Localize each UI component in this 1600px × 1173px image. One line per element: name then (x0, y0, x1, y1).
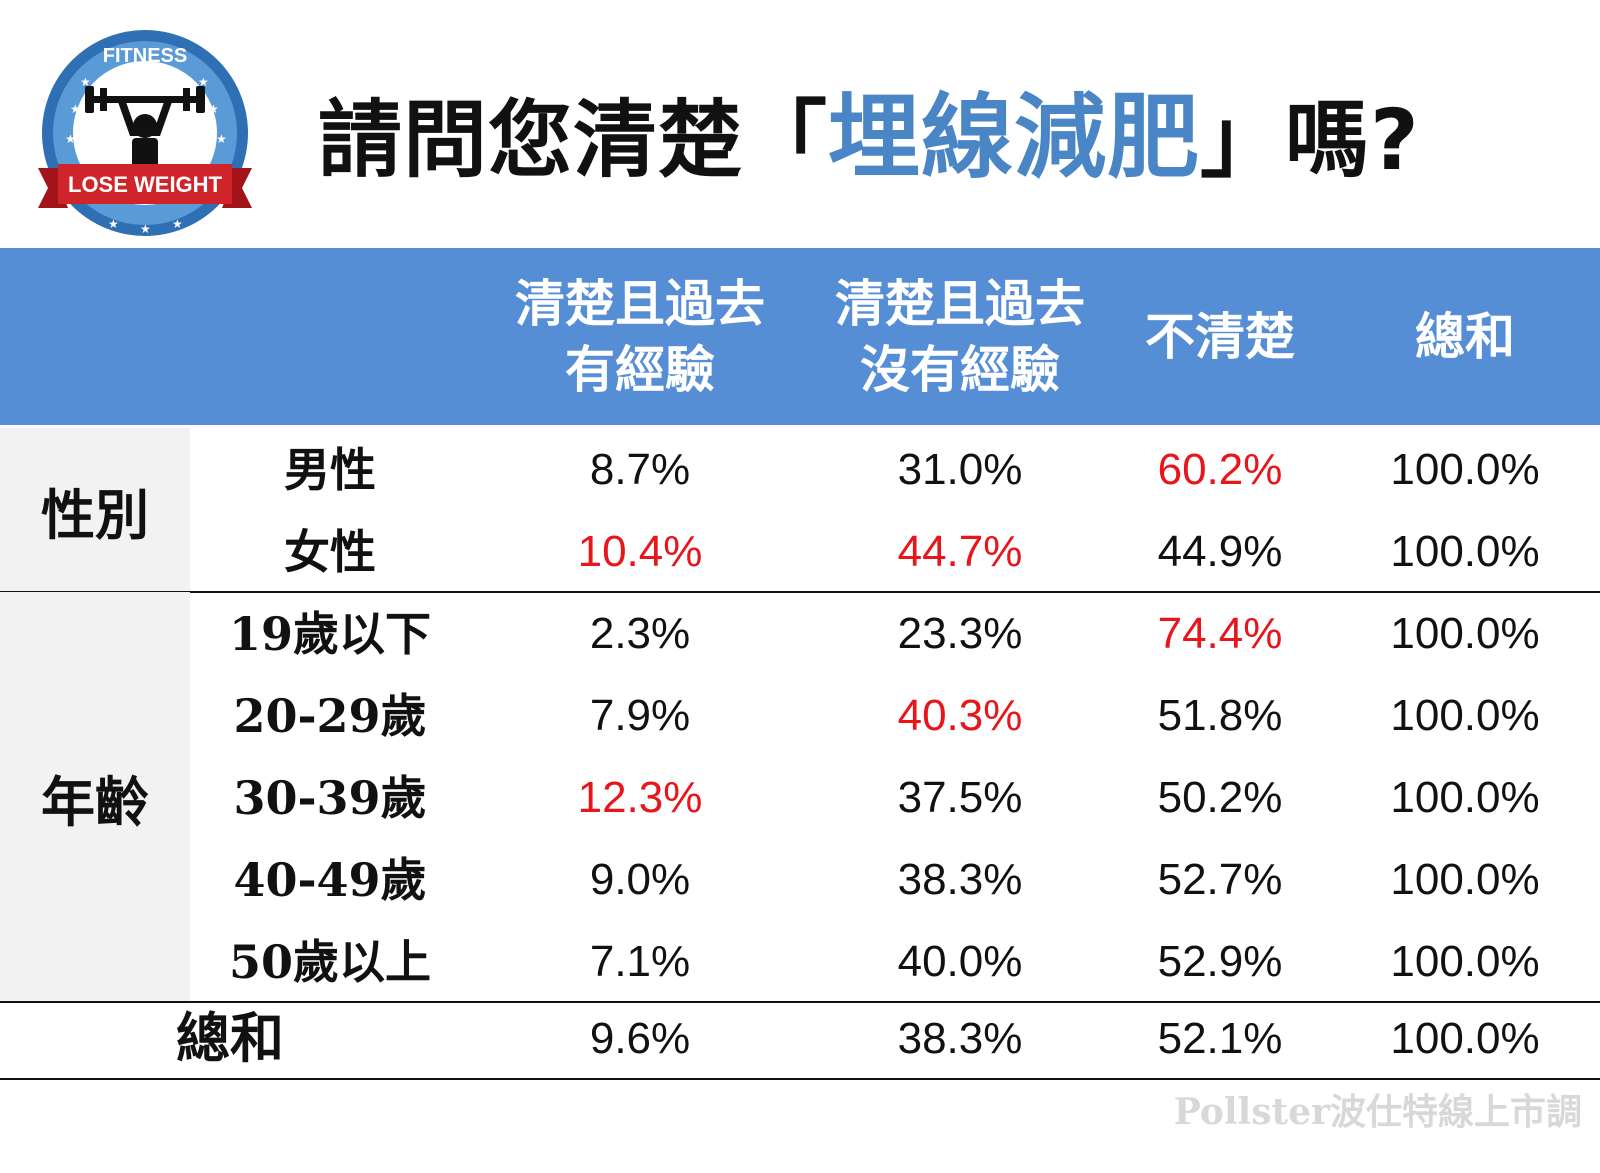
fitness-logo: ★ ★ ★ ★ ★ ★ ★ ★ ★ FITNESS LOSE WEIGHT (38, 30, 252, 236)
page-title: 請問您清楚「埋線減肥」嗎? (318, 78, 1420, 198)
logo-top-text: FITNESS (103, 45, 187, 67)
table-cell: 8.7% (589, 445, 691, 494)
watermark: Pollster波仕特線上市調 (1173, 1091, 1582, 1133)
svg-text:★: ★ (80, 75, 91, 89)
table-cell: 51.8% (1157, 691, 1283, 740)
svg-text:★: ★ (198, 75, 209, 89)
row-divider (0, 591, 1600, 593)
title-suffix: 」嗎? (1200, 91, 1420, 189)
table-cell: 9.0% (589, 855, 691, 904)
table-cell: 12.3% (577, 773, 703, 822)
table-cell: 37.5% (897, 773, 1023, 822)
logo-banner-text: LOSE WEIGHT (68, 172, 223, 197)
table-cell: 52.7% (1157, 855, 1283, 904)
total-cell: 9.6% (589, 1014, 691, 1063)
col-header-total: 總和 (1415, 307, 1515, 366)
svg-text:★: ★ (216, 132, 227, 146)
row-divider (0, 1001, 1600, 1003)
col-header-clear-experienced: 清楚且過去 有經驗 (515, 274, 765, 399)
title-prefix: 請問您清楚「 (318, 91, 829, 189)
col-header-clear-no-experience: 清楚且過去 沒有經驗 (835, 274, 1085, 399)
total-cell: 52.1% (1157, 1014, 1283, 1063)
svg-text:★: ★ (208, 102, 219, 116)
table-cell: 74.4% (1157, 609, 1283, 658)
group-label: 性別 (41, 483, 149, 547)
table-header (0, 248, 1600, 425)
table-cell: 40.0% (897, 937, 1023, 986)
table-cell: 7.9% (589, 691, 691, 740)
group-background (0, 428, 190, 592)
row-label: 40-49歲 (233, 853, 427, 907)
row-label: 30-39歲 (233, 771, 427, 825)
table-cell: 10.4% (577, 527, 703, 576)
svg-text:★: ★ (65, 132, 76, 146)
table-cell: 100.0% (1390, 445, 1540, 494)
table-cell: 44.7% (897, 527, 1023, 576)
table-cell: 40.3% (897, 691, 1023, 740)
svg-text:★: ★ (140, 222, 151, 236)
table-cell: 100.0% (1390, 609, 1540, 658)
table-cell: 52.9% (1157, 937, 1283, 986)
table-cell: 38.3% (897, 855, 1023, 904)
table-cell: 60.2% (1157, 445, 1283, 494)
row-label: 50歲以上 (228, 935, 431, 989)
table-cell: 100.0% (1390, 773, 1540, 822)
row-label: 女性 (284, 525, 376, 579)
svg-text:★: ★ (172, 217, 183, 231)
group-background (0, 592, 190, 1002)
title-highlight: 埋線減肥 (828, 84, 1201, 191)
row-label: 19歲以下 (228, 607, 431, 661)
table-cell: 100.0% (1390, 691, 1540, 740)
table-cell: 23.3% (897, 609, 1023, 658)
table-bottom-rule (0, 1078, 1600, 1080)
total-cell: 38.3% (897, 1014, 1023, 1063)
table-cell: 7.1% (589, 937, 691, 986)
table-cell: 31.0% (897, 445, 1023, 494)
table-cell: 50.2% (1157, 773, 1283, 822)
total-row-label: 總和 (176, 1007, 284, 1070)
table-cell: 100.0% (1390, 937, 1540, 986)
svg-text:★: ★ (108, 217, 119, 231)
total-cell: 100.0% (1390, 1014, 1540, 1063)
table-cell: 100.0% (1390, 527, 1540, 576)
row-label: 男性 (284, 443, 376, 497)
table-cell: 100.0% (1390, 855, 1540, 904)
group-label: 年齡 (41, 770, 149, 834)
col-header-unclear: 不清楚 (1145, 307, 1295, 366)
table-cell: 2.3% (589, 609, 691, 658)
row-label: 20-29歲 (233, 689, 427, 743)
svg-text:★: ★ (70, 102, 81, 116)
table-cell: 44.9% (1157, 527, 1283, 576)
